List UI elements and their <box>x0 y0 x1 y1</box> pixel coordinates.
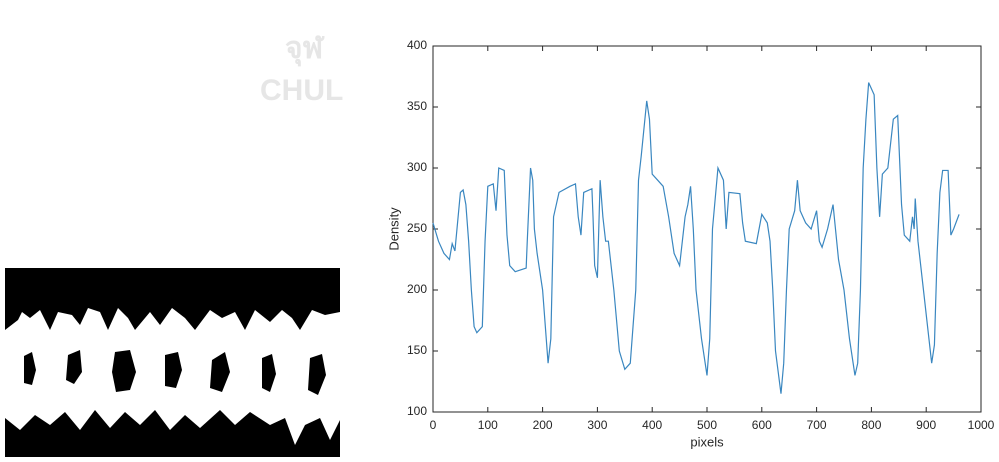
x-tick-label: 700 <box>807 418 827 432</box>
y-tick-label: 300 <box>407 160 427 174</box>
x-tick-label: 500 <box>697 418 717 432</box>
x-tick-label: 800 <box>861 418 881 432</box>
x-tick-label: 0 <box>430 418 437 432</box>
data-line <box>432 82 960 394</box>
y-tick-label: 400 <box>407 38 427 52</box>
x-tick-label: 200 <box>533 418 553 432</box>
x-tick-label: 900 <box>916 418 936 432</box>
watermark: CHUL <box>260 74 343 107</box>
y-axis-label: Density <box>386 207 401 251</box>
y-tick-label: 200 <box>407 282 427 296</box>
binary-image <box>5 268 340 457</box>
x-tick-label: 600 <box>752 418 772 432</box>
y-tick-label: 150 <box>407 343 427 357</box>
axes-box <box>432 45 982 413</box>
watermark: จุฬ <box>285 32 325 67</box>
x-axis-label: pixels <box>690 434 724 449</box>
y-tick-label: 100 <box>407 404 427 418</box>
y-tick-label: 350 <box>407 99 427 113</box>
y-tick-label: 250 <box>407 221 427 235</box>
x-tick-label: 400 <box>642 418 662 432</box>
x-tick-label: 1000 <box>968 418 995 432</box>
x-tick-label: 100 <box>478 418 498 432</box>
x-tick-label: 300 <box>587 418 607 432</box>
